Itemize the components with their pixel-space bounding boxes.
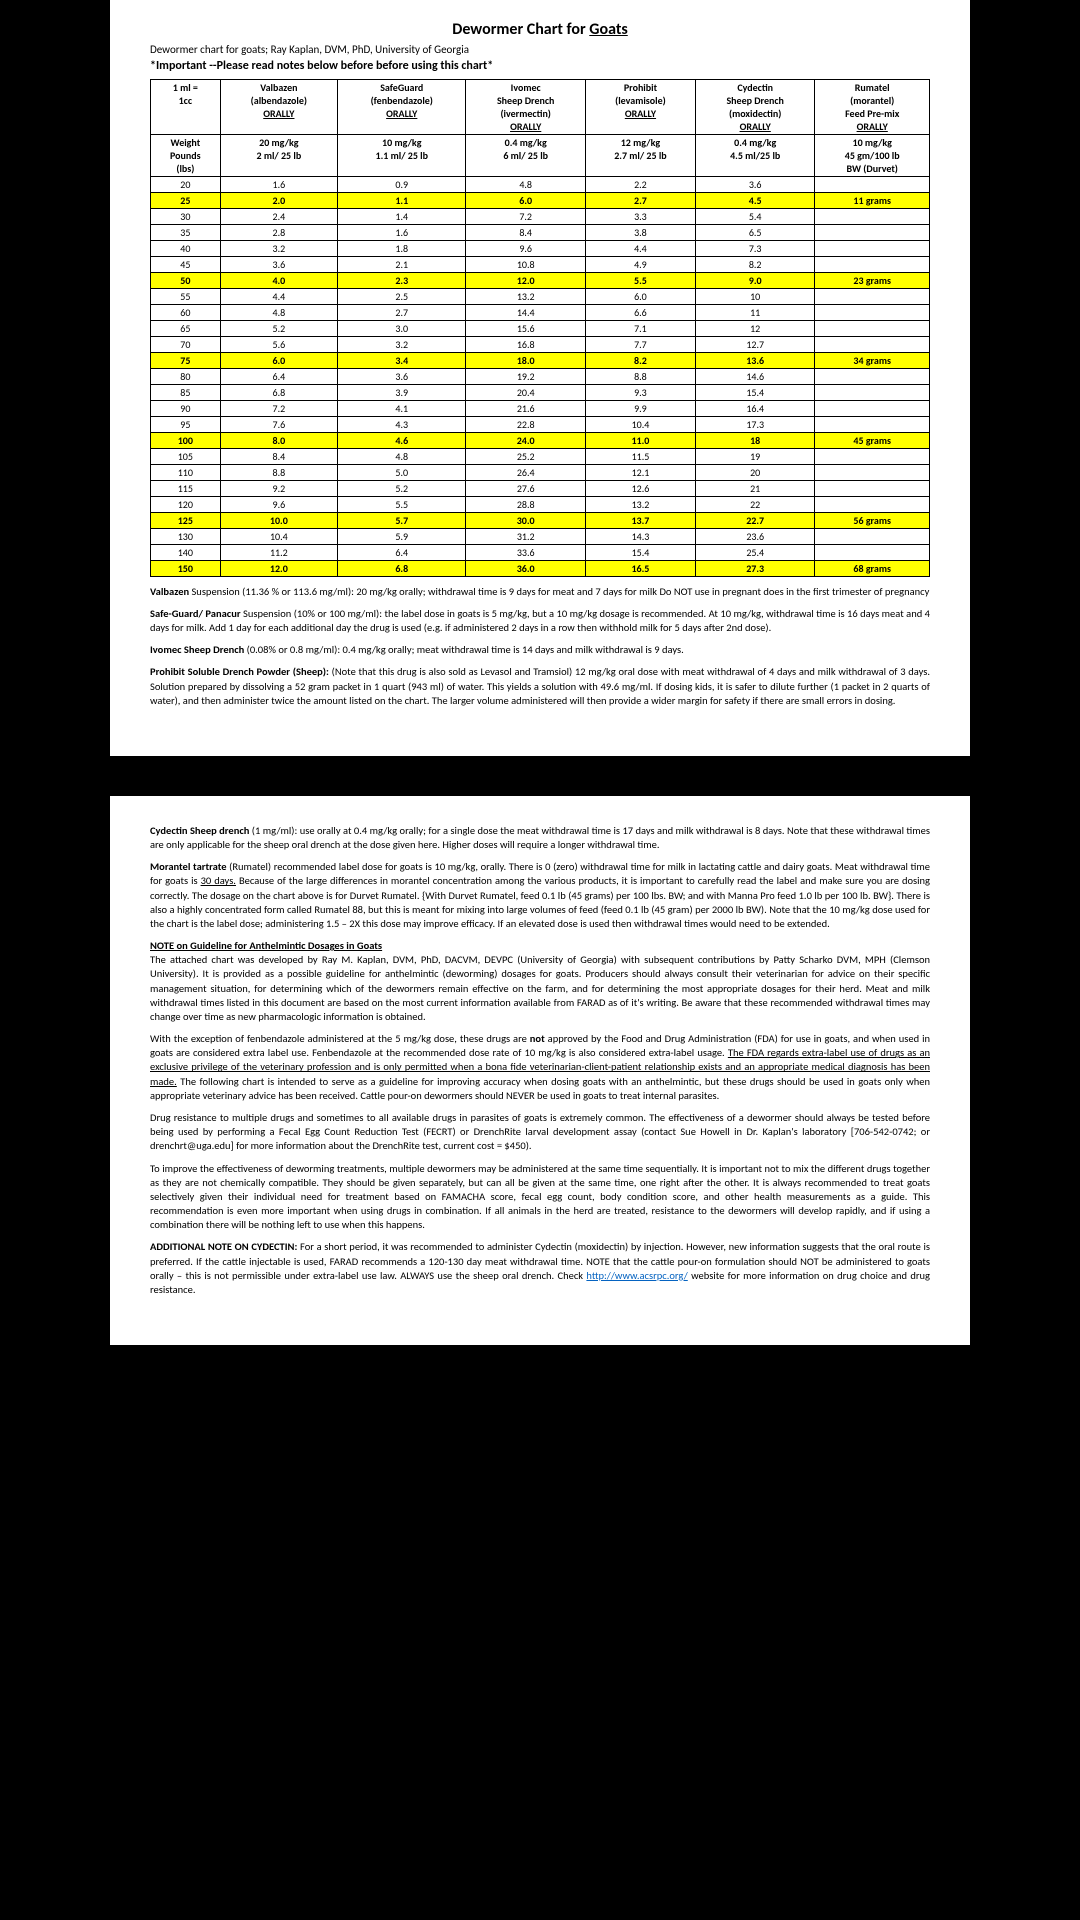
table-row: 705.63.216.87.712.7 [151,336,930,352]
table-row: 554.42.513.26.010 [151,288,930,304]
dewormer-table: 1 ml =1cc Valbazen(albendazole)ORALLY Sa… [150,79,930,577]
notes-page2: Cydectin Sheep drench (1 mg/ml): use ora… [150,824,930,1297]
note-paragraph: Prohibit Soluble Drench Powder (Sheep): … [150,665,930,708]
table-row: 352.81.68.43.86.5 [151,224,930,240]
note-paragraph: Morantel tartrate (Rumatel) recommended … [150,860,930,931]
guideline-heading: NOTE on Guideline for Anthelmintic Dosag… [150,939,382,952]
table-row: 806.43.619.28.814.6 [151,368,930,384]
table-row: 302.41.47.23.35.4 [151,208,930,224]
table-row: 856.83.920.49.315.4 [151,384,930,400]
table-row: 12510.05.730.013.722.756 grams [151,512,930,528]
note-paragraph: Safe-Guard/ Panacur Suspension (10% or 1… [150,607,930,635]
table-row: 907.24.121.69.916.4 [151,400,930,416]
table-row: 756.03.418.08.213.634 grams [151,352,930,368]
acsrpc-link[interactable]: http://www.acsrpc.org/ [586,1269,687,1282]
table-row: 1008.04.624.011.01845 grams [151,432,930,448]
page-1: Dewormer Chart for Goats Dewormer chart … [110,0,970,756]
page-2: Cydectin Sheep drench (1 mg/ml): use ora… [110,796,970,1345]
table-row: 1108.85.026.412.120 [151,464,930,480]
table-row: 14011.26.433.615.425.4 [151,544,930,560]
table-row: 504.02.312.05.59.023 grams [151,272,930,288]
notice: *Important --Please read notes below bef… [150,59,930,75]
table-row: 655.23.015.67.112 [151,320,930,336]
notes-page1: Valbazen Suspension (11.36 % or 113.6 mg… [150,585,930,708]
table-row: 604.82.714.46.611 [151,304,930,320]
header-row-1: 1 ml =1cc Valbazen(albendazole)ORALLY Sa… [151,79,930,134]
table-row: 1159.25.227.612.621 [151,480,930,496]
table-row: 453.62.110.84.98.2 [151,256,930,272]
page-title: Dewormer Chart for Goats [150,20,930,41]
table-row: 201.60.94.82.23.6 [151,176,930,192]
table-body: 201.60.94.82.23.6252.01.16.02.74.511 gra… [151,176,930,576]
guideline-p2: With the exception of fenbendazole admin… [150,1032,930,1103]
note-paragraph: Ivomec Sheep Drench (0.08% or 0.8 mg/ml)… [150,643,930,657]
table-row: 252.01.16.02.74.511 grams [151,192,930,208]
table-row: 13010.45.931.214.323.6 [151,528,930,544]
table-row: 957.64.322.810.417.3 [151,416,930,432]
unit-cell: 1 ml =1cc [151,79,221,134]
guideline-p1: The attached chart was developed by Ray … [150,953,930,1023]
guideline-p4: To improve the effectiveness of dewormin… [150,1162,930,1233]
table-row: 403.21.89.64.47.3 [151,240,930,256]
table-row: 15012.06.836.016.527.368 grams [151,560,930,576]
guideline-p5: ADDITIONAL NOTE ON CYDECTIN: For a short… [150,1240,930,1297]
note-paragraph: Cydectin Sheep drench (1 mg/ml): use ora… [150,824,930,852]
subtitle: Dewormer chart for goats; Ray Kaplan, DV… [150,43,930,57]
table-row: 1209.65.528.813.222 [151,496,930,512]
table-row: 1058.44.825.211.519 [151,448,930,464]
note-paragraph: Valbazen Suspension (11.36 % or 113.6 mg… [150,585,930,599]
header-row-2: WeightPounds(lbs) 20 mg/kg2 ml/ 25 lb 10… [151,134,930,176]
guideline-p3: Drug resistance to multiple drugs and so… [150,1111,930,1154]
